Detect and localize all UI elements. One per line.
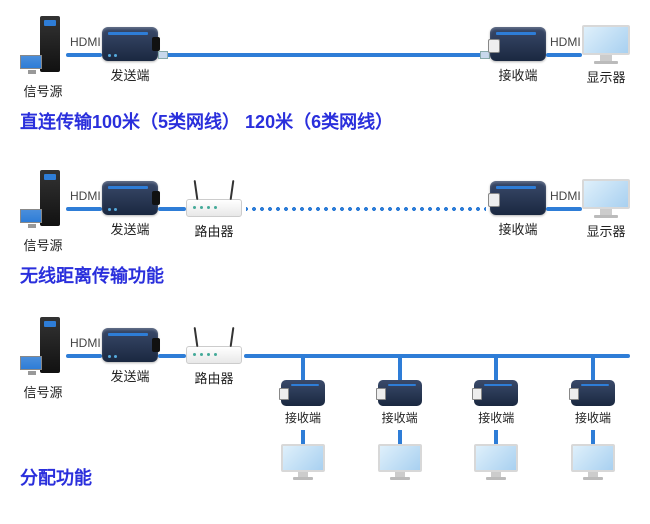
rx-small-label: 接收端 [478,409,514,426]
hdmi-label-2b: HDMI [550,189,581,203]
tx-device-2: 发送端 [102,181,158,238]
source-label: 信号源 [23,81,62,100]
rx-small-device [378,380,422,406]
section-direct: 信号源 HDMI 发送端 接收端 HDMI 显示器 直连传输100米（5类网线）… [0,0,650,154]
rx-device-1: 接收端 [490,27,546,84]
dist-monitor [474,444,518,478]
dist-monitor [571,444,615,478]
hdmi-label-3a: HDMI [70,336,101,350]
rx-small-device [571,380,615,406]
section-wireless: 信号源 HDMI 发送端 路由器 接收端 HDMI 显示器 无线距离传输功能 [0,154,650,308]
hdmi-label-1b: HDMI [550,35,581,49]
source-device: 信号源 [20,11,66,100]
source-label-3: 信号源 [23,382,62,401]
rx-small-device [281,380,325,406]
monitor-label-2: 显示器 [586,221,625,240]
section-distribution: 信号源 HDMI 发送端 路由器 接收端接收端接收端接收端 分配功能 [0,308,650,510]
source-label-2: 信号源 [23,235,62,254]
dist-drop: 接收端 [548,354,638,478]
hdmi-label-1a: HDMI [70,35,101,49]
section1-title: 直连传输100米（5类网线） 120米（6类网线） [20,108,630,134]
dist-drop: 接收端 [258,354,348,478]
rx-small-label: 接收端 [382,409,418,426]
router-device-3: 路由器 [186,326,242,387]
dist-drop: 接收端 [355,354,445,478]
rx-label-1: 接收端 [498,65,537,84]
tx-label-2: 发送端 [110,219,149,238]
tx-label-1: 发送端 [110,65,149,84]
rx-small-label: 接收端 [285,409,321,426]
tx-device-3: 发送端 [102,328,158,385]
wireless-link [246,207,486,211]
source-device-2: 信号源 [20,165,66,254]
tx-device-1: 发送端 [102,27,158,84]
section2-title: 无线距离传输功能 [20,262,630,288]
rx-label-2: 接收端 [498,219,537,238]
rx-small-device [474,380,518,406]
monitor-label-1: 显示器 [586,67,625,86]
router-label-2: 路由器 [194,221,233,240]
rx-device-2: 接收端 [490,181,546,238]
rx-small-label: 接收端 [575,409,611,426]
dist-monitor [281,444,325,478]
router-device-2: 路由器 [186,179,242,240]
router-label-3: 路由器 [194,368,233,387]
hdmi-label-2a: HDMI [70,189,101,203]
dist-drop: 接收端 [451,354,541,478]
cable-tx-router [158,207,186,211]
monitor-device-1: 显示器 [582,25,630,86]
dist-monitor [378,444,422,478]
monitor-device-2: 显示器 [582,179,630,240]
ethernet-cable-1 [160,53,488,57]
tx-label-3: 发送端 [110,366,149,385]
source-device-3: 信号源 [20,312,66,401]
